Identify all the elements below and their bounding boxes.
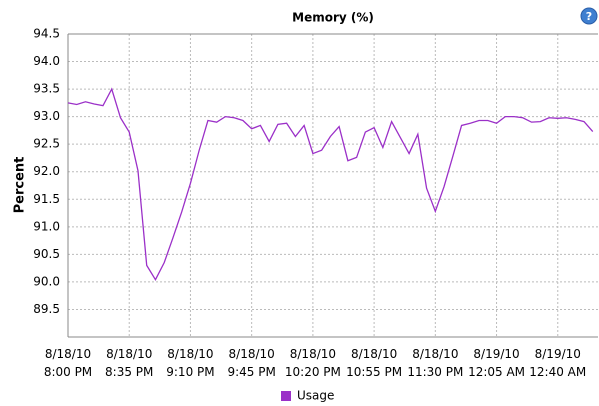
y-tick-label: 91.5 — [33, 192, 60, 206]
x-tick-label: 8/18/10 8:35 PM — [105, 347, 153, 379]
svg-text:?: ? — [586, 10, 592, 23]
x-tick-label: 8/18/10 9:45 PM — [227, 347, 275, 379]
x-tick-label: 8/18/10 10:20 PM — [285, 347, 341, 379]
legend-label: Usage — [297, 389, 334, 403]
y-tick-label: 93.0 — [33, 109, 60, 123]
x-tick-label: 8/18/10 9:10 PM — [166, 347, 214, 379]
y-tick-label: 90.0 — [33, 274, 60, 288]
x-tick-label: 8/18/10 11:30 PM — [407, 347, 463, 379]
y-tick-label: 90.5 — [33, 247, 60, 261]
x-tick-label: 8/19/10 12:05 AM — [468, 347, 525, 379]
y-tick-label: 94.0 — [33, 54, 60, 68]
chart-title: Memory (%) — [292, 11, 374, 25]
x-tick-label: 8/19/10 12:40 AM — [529, 347, 586, 379]
y-tick-label: 93.5 — [33, 82, 60, 96]
y-tick-label: 92.5 — [33, 137, 60, 151]
legend-swatch — [281, 391, 291, 401]
y-tick-label: 91.0 — [33, 219, 60, 233]
y-tick-label: 89.5 — [33, 302, 60, 316]
y-axis-label: Percent — [13, 157, 28, 214]
x-tick-label: 8/18/10 8:00 PM — [44, 347, 92, 379]
y-tick-label: 92.0 — [33, 164, 60, 178]
data-line — [67, 87, 594, 282]
y-tick-label: 94.5 — [33, 27, 60, 41]
help-icon[interactable]: ? — [580, 7, 598, 25]
x-tick-label: 8/18/10 10:55 PM — [346, 347, 402, 379]
